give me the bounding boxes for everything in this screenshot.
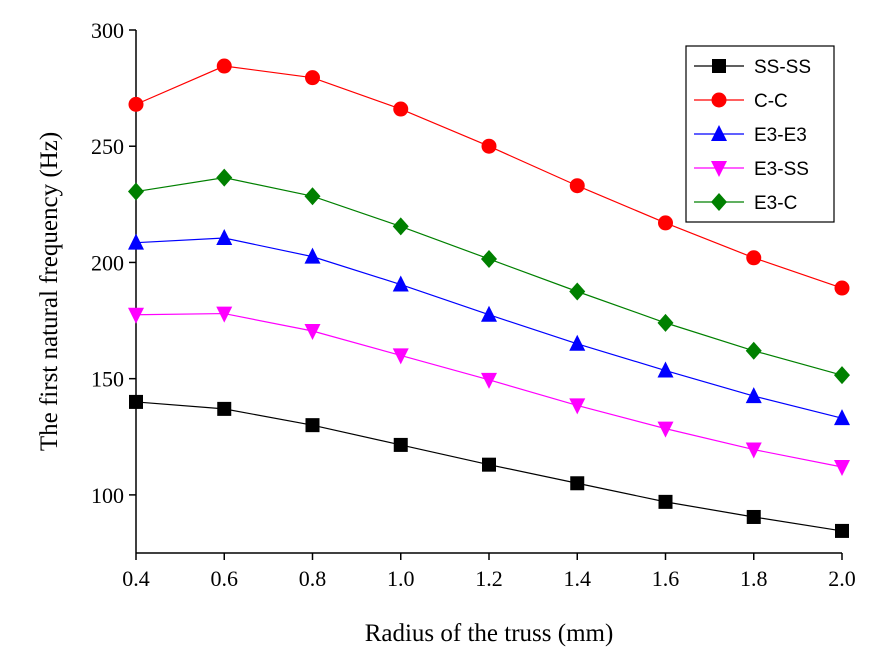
legend-label: C-C — [754, 91, 788, 112]
data-point — [570, 476, 585, 491]
data-point — [746, 509, 761, 524]
series-e3-ss — [128, 306, 850, 476]
data-point — [746, 250, 762, 266]
data-point — [657, 421, 674, 438]
y-axis-ticks: 100 150 200 250 300 — [91, 18, 136, 508]
data-point — [481, 249, 497, 268]
x-tick-label: 0.4 — [122, 566, 150, 591]
data-point — [569, 178, 585, 194]
data-point — [834, 409, 850, 426]
data-point — [745, 341, 762, 360]
data-point — [658, 494, 673, 509]
data-point — [658, 215, 673, 231]
x-tick-label: 1.4 — [564, 566, 592, 591]
data-point — [834, 459, 850, 476]
data-point — [304, 247, 321, 264]
data-point — [128, 307, 144, 324]
series-ss-ss — [129, 394, 849, 538]
data-point — [128, 233, 144, 250]
data-point — [745, 442, 762, 459]
y-tick-label: 250 — [91, 134, 124, 159]
data-point — [481, 305, 497, 322]
legend-label: E3-SS — [754, 159, 809, 180]
y-tick-label: 200 — [91, 250, 124, 275]
data-point — [657, 313, 674, 332]
data-point — [569, 398, 586, 415]
data-point — [129, 394, 143, 409]
data-point — [481, 138, 497, 154]
data-point — [393, 101, 409, 117]
x-tick-label: 1.8 — [740, 566, 768, 591]
data-point — [216, 229, 233, 246]
data-point — [216, 168, 233, 187]
data-point — [482, 457, 496, 472]
data-point — [304, 324, 321, 341]
x-tick-label: 0.6 — [211, 566, 239, 591]
x-axis-title: Radius of the truss (mm) — [365, 620, 614, 647]
series-line — [135, 312, 843, 468]
x-tick-label: 0.8 — [299, 566, 327, 591]
legend: SS-SS C-C E3-E3 E3-SS E3-C — [685, 45, 835, 223]
data-point — [392, 348, 409, 365]
y-axis-title: The first natural frequency (Hz) — [36, 132, 63, 451]
legend-item: SS-SS — [694, 57, 811, 78]
data-point — [834, 280, 850, 296]
data-point — [569, 282, 586, 301]
legend-item: E3-C — [694, 193, 797, 214]
data-point — [392, 217, 409, 236]
legend-marker — [712, 59, 726, 73]
y-tick-label: 100 — [91, 483, 124, 508]
x-tick-label: 1.2 — [475, 566, 503, 591]
legend-marker — [711, 92, 727, 108]
data-point — [481, 372, 497, 389]
x-tick-label: 1.0 — [387, 566, 415, 591]
legend-item: E3-E3 — [694, 125, 807, 146]
data-point — [569, 334, 586, 351]
data-point — [216, 306, 233, 323]
series-layer — [128, 58, 850, 538]
series-c-c — [128, 58, 850, 296]
x-axis-ticks: 0.4 0.6 0.8 1.0 1.2 1.4 1.6 1.8 2.0 — [122, 553, 856, 591]
data-point — [393, 437, 408, 452]
legend-marker — [711, 193, 727, 211]
legend-marker — [711, 125, 727, 141]
legend-label: E3-E3 — [754, 125, 807, 146]
data-point — [657, 361, 674, 378]
x-tick-label: 2.0 — [828, 566, 856, 591]
series-e3-c — [128, 168, 850, 385]
legend-item: E3-SS — [694, 159, 809, 180]
data-point — [216, 58, 232, 74]
data-point — [304, 187, 321, 206]
legend-item: C-C — [694, 91, 788, 112]
data-point — [745, 387, 762, 404]
legend-label: E3-C — [754, 193, 797, 214]
data-point — [834, 366, 850, 385]
series-e3-e3 — [128, 229, 850, 426]
legend-label: SS-SS — [754, 57, 811, 78]
data-point — [128, 182, 144, 201]
data-point — [835, 523, 849, 538]
data-point — [305, 418, 320, 433]
data-point — [217, 401, 232, 416]
data-point — [305, 70, 320, 86]
y-tick-label: 150 — [91, 367, 124, 392]
data-point — [392, 275, 409, 292]
data-point — [128, 96, 144, 112]
legend-marker — [711, 161, 727, 177]
y-tick-label: 300 — [91, 18, 124, 43]
x-tick-label: 1.6 — [652, 566, 680, 591]
